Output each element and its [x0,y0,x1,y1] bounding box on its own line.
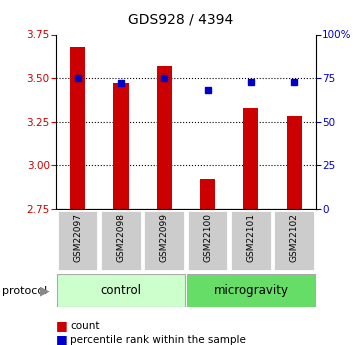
Text: count: count [70,321,100,331]
Text: GSM22101: GSM22101 [247,213,255,262]
Text: ■: ■ [56,333,68,345]
Text: GDS928 / 4394: GDS928 / 4394 [128,12,233,26]
Text: microgravity: microgravity [213,284,288,297]
Bar [143,210,185,271]
Bar [187,210,229,271]
Text: percentile rank within the sample: percentile rank within the sample [70,335,246,345]
Bar [57,274,185,307]
Text: GSM22097: GSM22097 [73,213,82,262]
Text: GSM22099: GSM22099 [160,213,169,262]
Text: control: control [100,284,142,297]
Bar [100,210,142,271]
Text: GSM22098: GSM22098 [117,213,125,262]
Bar [230,210,272,271]
Bar [287,116,302,209]
Bar [187,274,315,307]
Text: GSM22100: GSM22100 [203,213,212,262]
Bar [273,210,315,271]
Bar [157,66,172,209]
Text: ▶: ▶ [40,284,50,297]
Bar [57,210,99,271]
Bar [200,179,215,209]
Bar [70,47,85,209]
Bar [113,83,129,209]
Text: protocol: protocol [2,286,47,296]
Bar [243,108,258,209]
Text: ■: ■ [56,319,68,333]
Text: GSM22102: GSM22102 [290,213,299,262]
